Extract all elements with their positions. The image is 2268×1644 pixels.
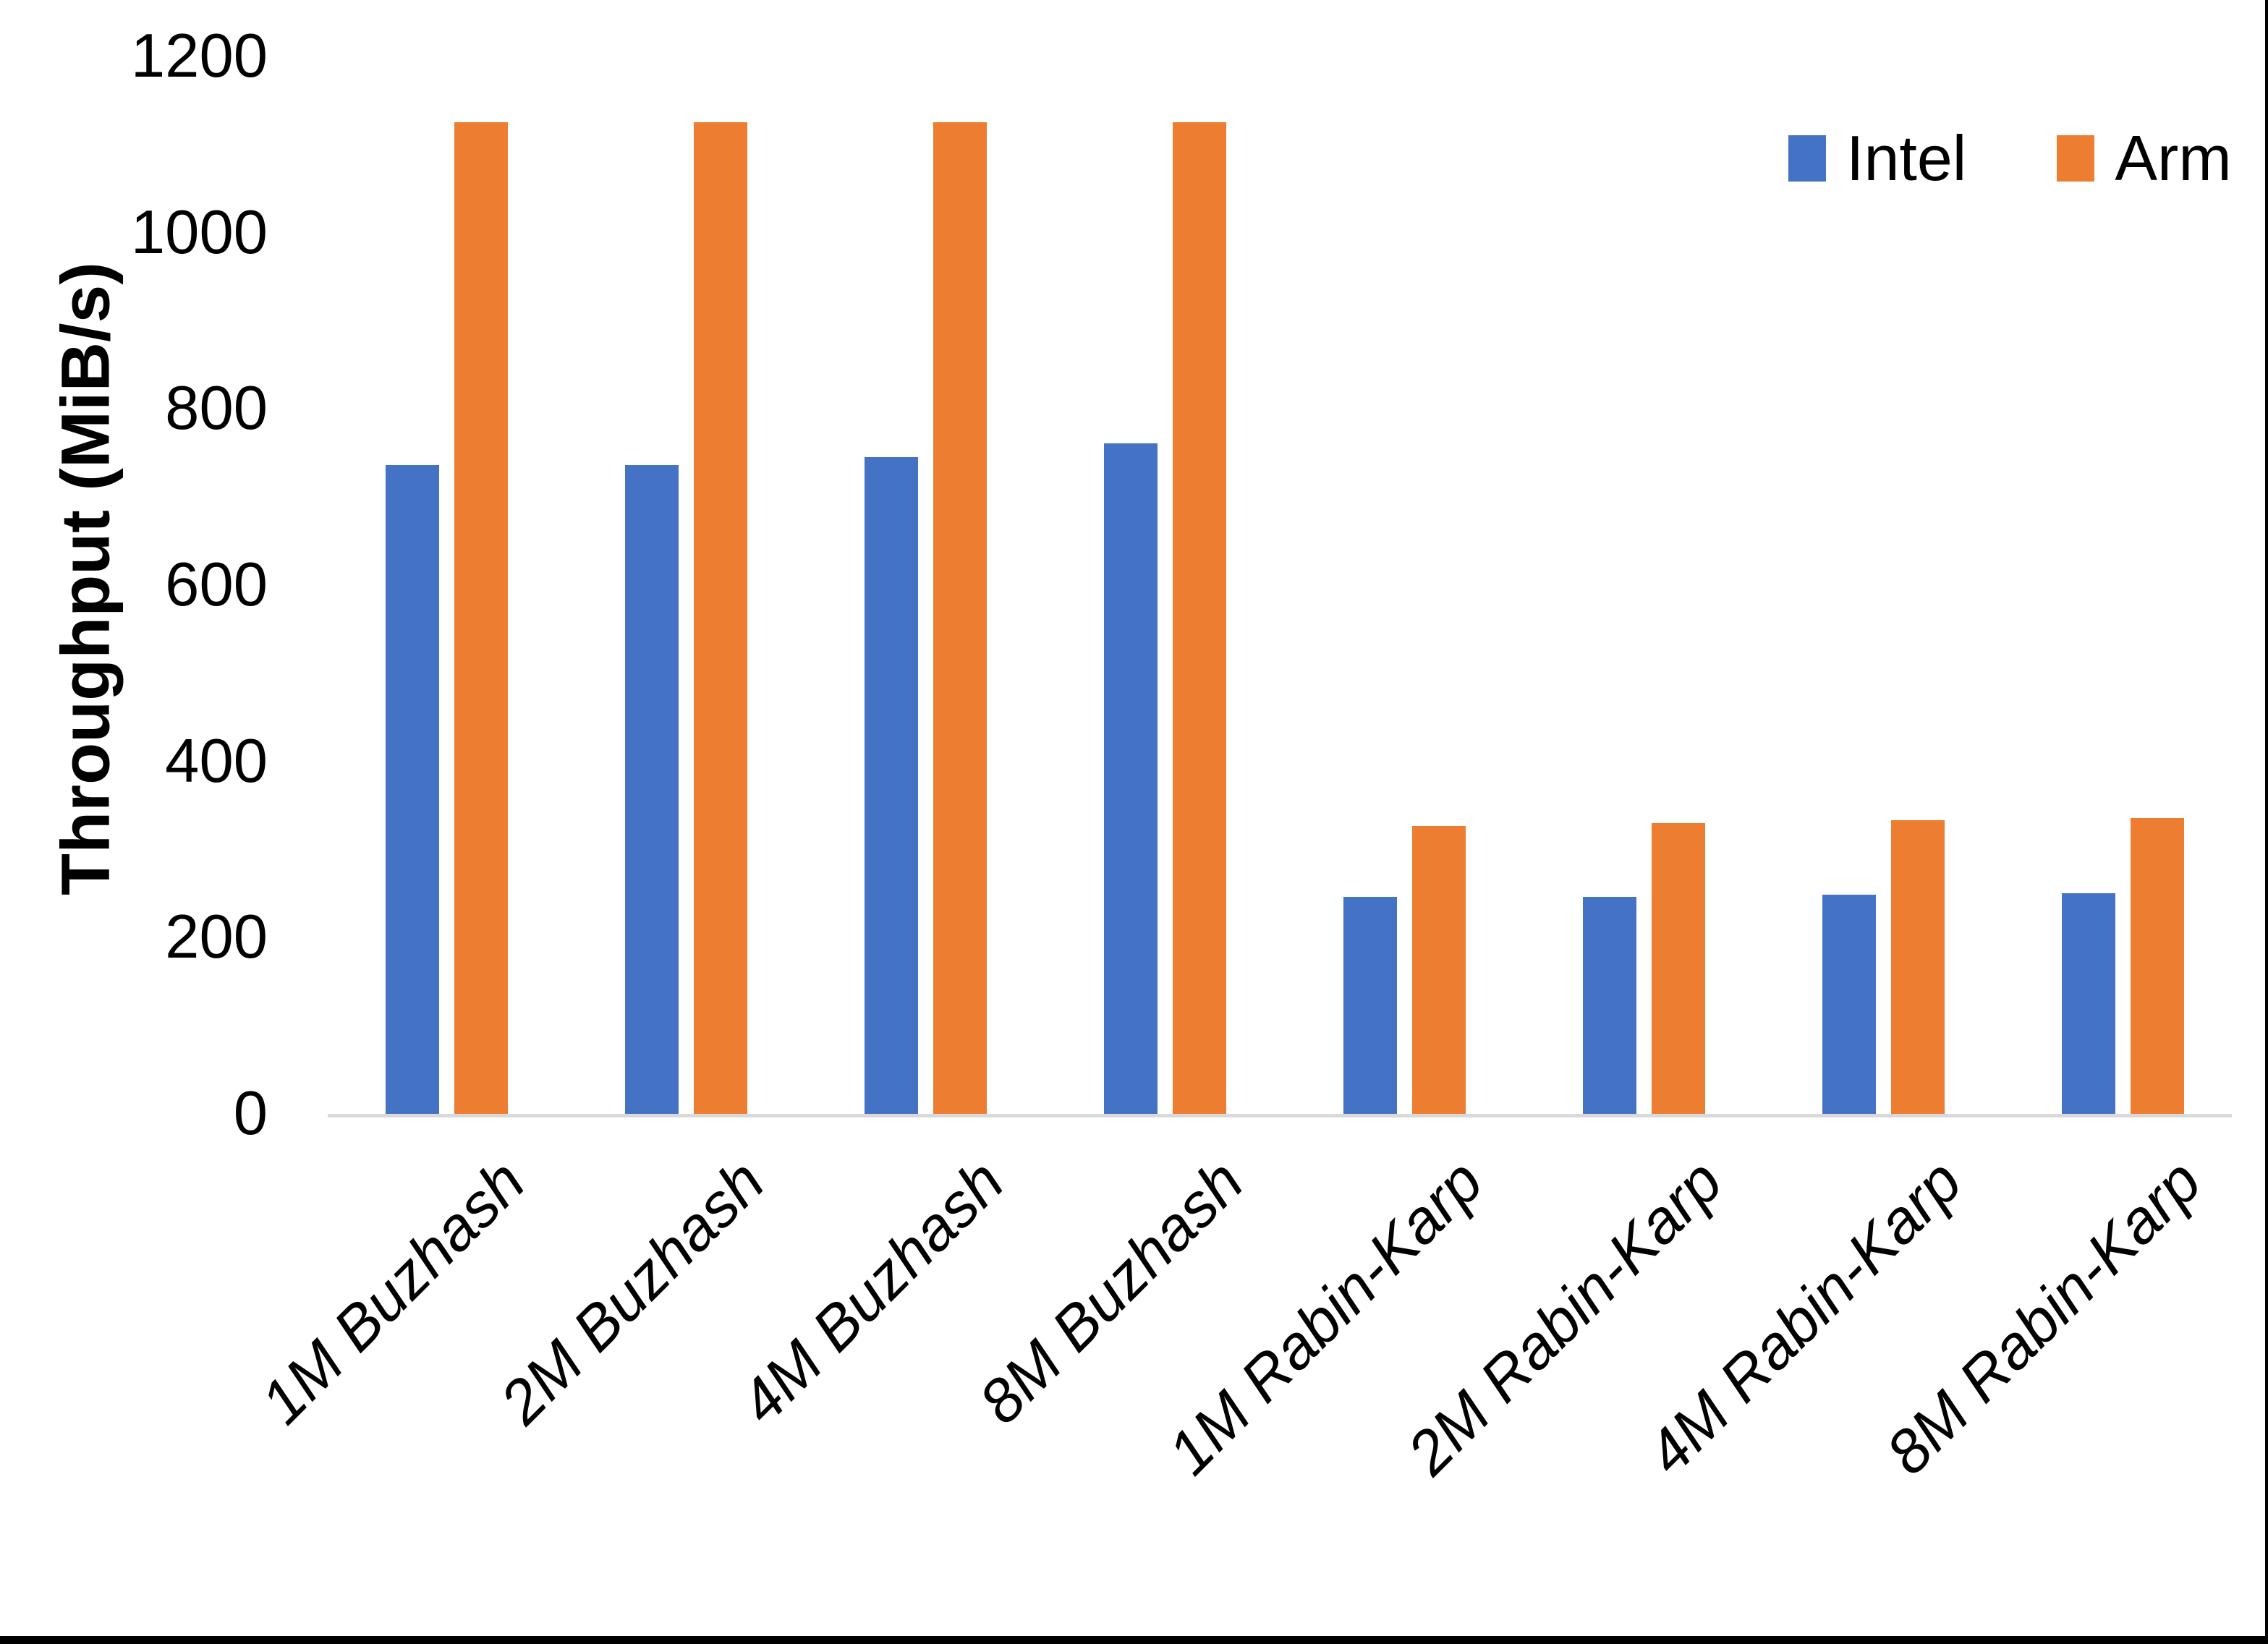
bar-intel-2m-buzhash [625, 465, 679, 1114]
bar-arm-4m-buzhash [933, 122, 987, 1114]
legend-label-intel: Intel [1846, 122, 1967, 194]
legend-swatch-arm [2057, 135, 2095, 182]
plot-area [328, 56, 2232, 1117]
bar-arm-8m-buzhash [1173, 122, 1226, 1114]
bar-intel-1m-buzhash [386, 465, 439, 1114]
legend-item-intel: Intel [1788, 122, 1966, 195]
y-tick-label-200: 200 [165, 903, 268, 972]
bar-arm-1m-rabin-karp [1412, 825, 1466, 1114]
page-border-right [2265, 0, 2268, 1644]
bar-arm-4m-rabin-karp [1891, 820, 1945, 1114]
bar-intel-4m-rabin-karp [1822, 894, 1876, 1114]
y-tick-label-1000: 1000 [130, 197, 268, 267]
bar-arm-2m-buzhash [694, 122, 747, 1114]
y-tick-label-1200: 1200 [130, 22, 268, 90]
y-tick-label-0: 0 [233, 1079, 268, 1148]
x-axis-line [328, 1114, 2232, 1117]
y-tick-label-400: 400 [165, 726, 268, 796]
y-tick-label-600: 600 [165, 550, 268, 619]
y-tick-label-800: 800 [165, 374, 268, 443]
legend: Intel Arm [1788, 122, 2232, 195]
legend-item-arm: Arm [2057, 122, 2232, 195]
legend-swatch-intel [1788, 135, 1826, 182]
bar-intel-2m-rabin-karp [1583, 897, 1636, 1114]
bar-intel-8m-rabin-karp [2062, 893, 2115, 1114]
legend-label-arm: Arm [2115, 122, 2232, 194]
bar-arm-8m-rabin-karp [2131, 817, 2184, 1114]
bar-intel-4m-buzhash [865, 457, 918, 1114]
bar-arm-1m-buzhash [454, 122, 508, 1114]
page-border-bottom [0, 1636, 2268, 1644]
bar-intel-8m-buzhash [1104, 443, 1158, 1114]
bar-intel-1m-rabin-karp [1343, 897, 1397, 1114]
bar-arm-2m-rabin-karp [1652, 822, 1705, 1114]
